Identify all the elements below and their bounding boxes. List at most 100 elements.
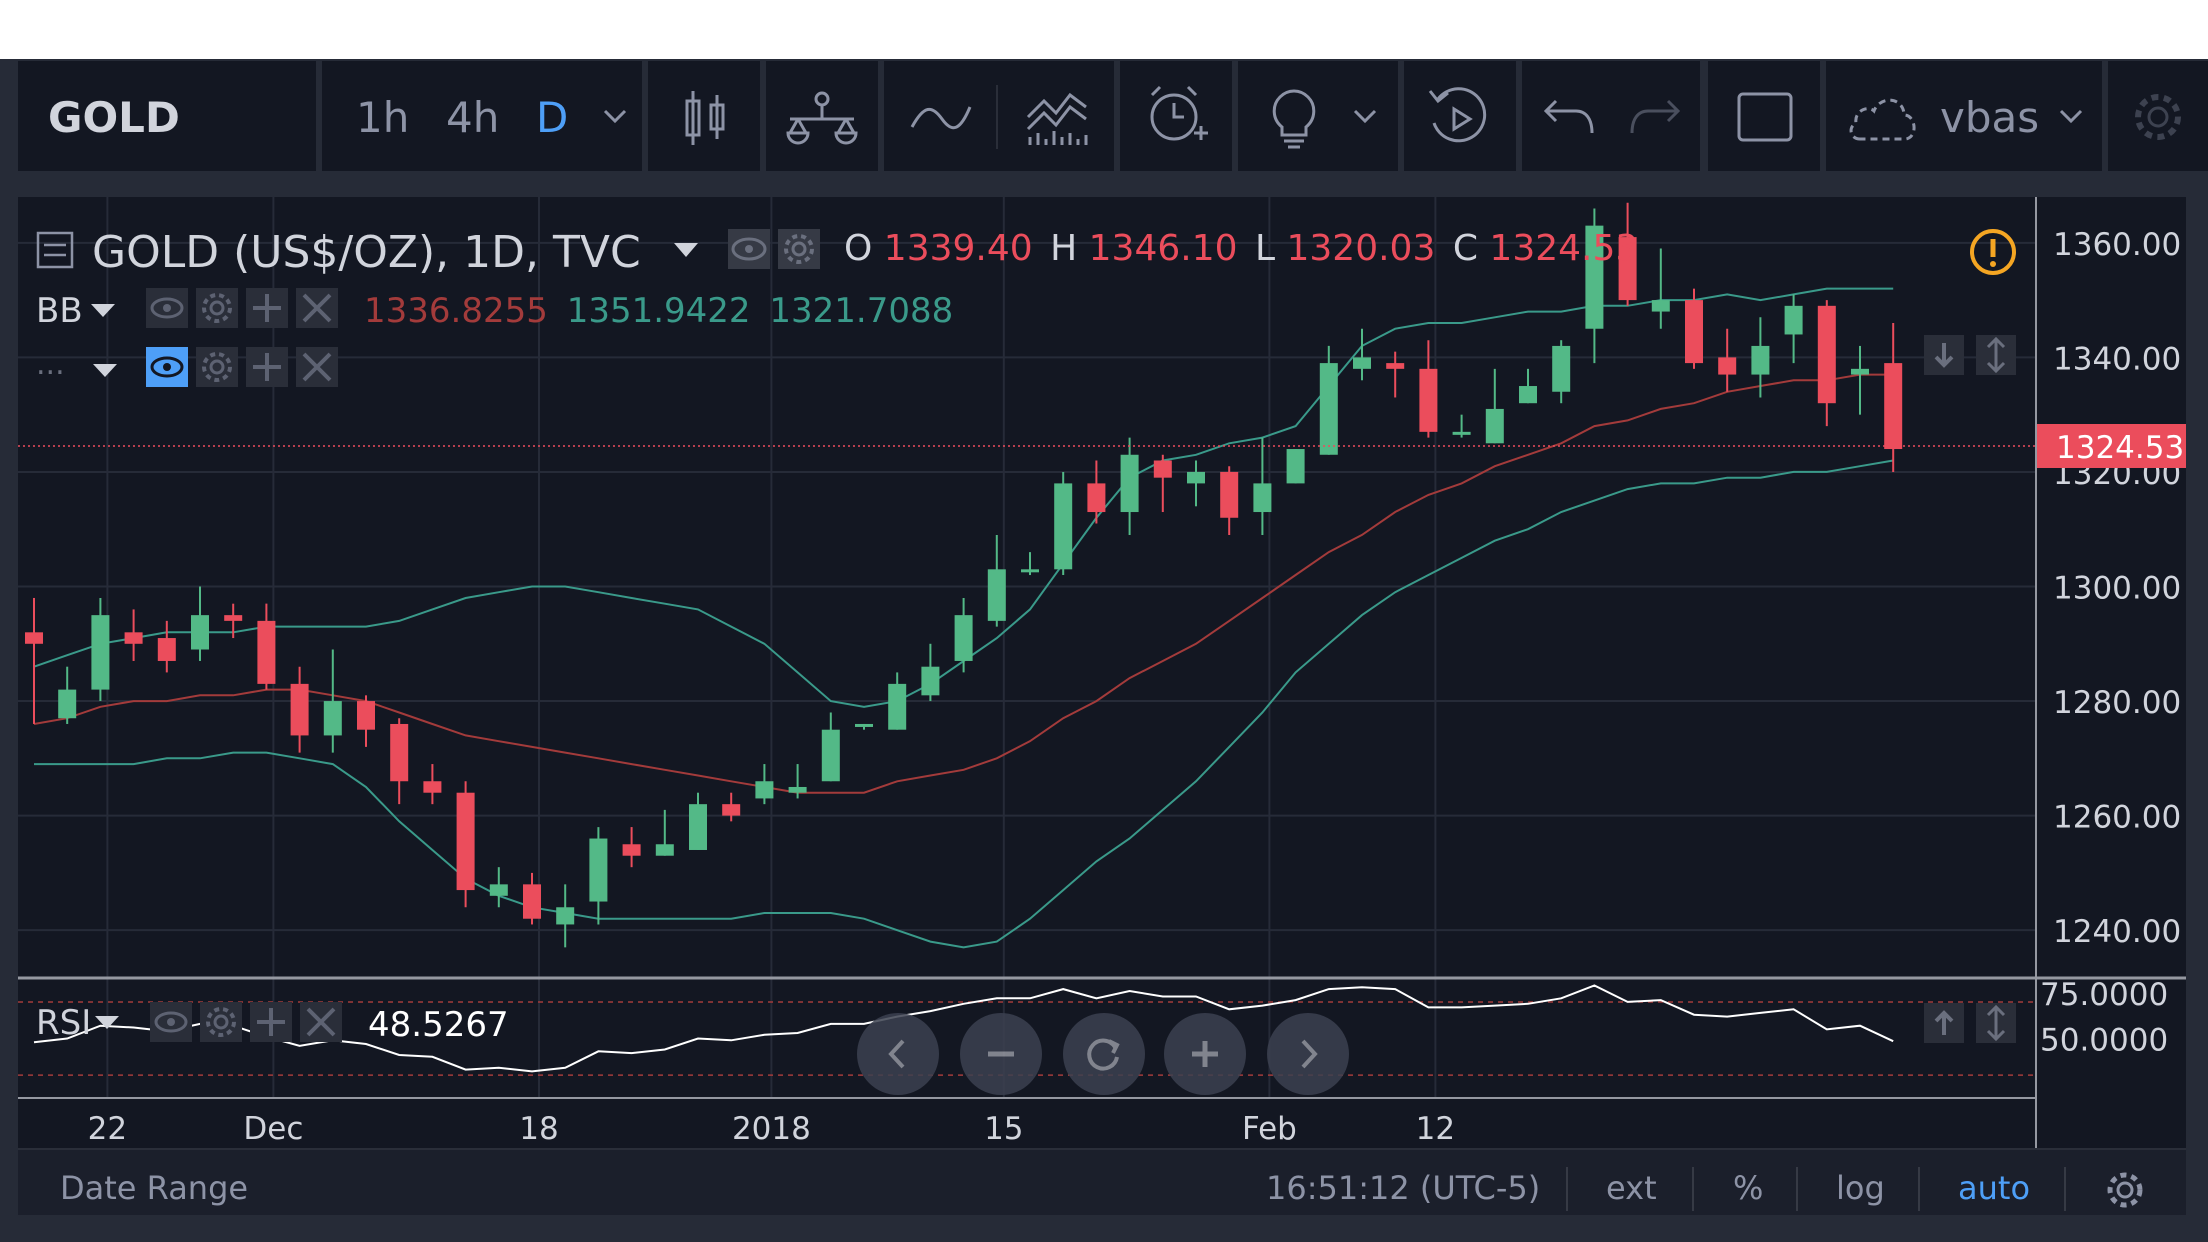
ideas-button[interactable] [1238, 61, 1398, 171]
interval-d-button[interactable]: D [536, 93, 569, 142]
collapse-icon[interactable] [36, 231, 76, 271]
series-settings[interactable] [778, 229, 820, 269]
rsi-value: 48.5267 [368, 1005, 509, 1045]
more-dots[interactable]: ... [36, 347, 65, 382]
arrow-up-icon [1934, 1010, 1954, 1035]
redo-icon[interactable] [1628, 97, 1682, 137]
interval-4h-button[interactable]: 4h [446, 93, 500, 142]
templates-icon[interactable] [1026, 87, 1088, 149]
bb-more[interactable] [246, 288, 288, 328]
rsi-label[interactable]: RSI [36, 1003, 92, 1043]
price-tick-label: 1340.00 [2053, 341, 2181, 377]
replay-button[interactable] [1404, 61, 1516, 171]
chevron-left-icon [888, 1039, 905, 1069]
chevron-down-icon[interactable] [1352, 106, 1378, 126]
candle-body [855, 723, 873, 727]
refresh-icon [1087, 1038, 1120, 1071]
chevron-right-icon [1301, 1039, 1318, 1069]
bb-middle-value: 1336.8255 [364, 291, 548, 331]
bb-settings[interactable] [196, 288, 238, 328]
auto-toggle[interactable]: auto [1958, 1169, 2031, 1207]
settings-button[interactable] [2108, 61, 2208, 171]
chart-type-button[interactable] [648, 61, 760, 171]
candle-body [1087, 483, 1106, 513]
percent-toggle[interactable]: % [1733, 1169, 1764, 1207]
scroll-left-button[interactable] [857, 1013, 939, 1095]
bb-label[interactable]: BB [36, 291, 83, 331]
candle-body [556, 907, 575, 925]
time-tick-label: 18 [519, 1111, 558, 1147]
maximize-pane-button[interactable] [1976, 335, 2016, 375]
rsi-remove[interactable] [300, 1002, 342, 1042]
symbol-search[interactable]: GOLD [18, 61, 316, 171]
scroll-right-button[interactable] [1267, 1013, 1349, 1095]
candle-body [722, 804, 741, 816]
time-tick-label: 12 [1416, 1111, 1455, 1147]
rsi-visibility-toggle[interactable] [150, 1002, 192, 1042]
zoom-out-button[interactable] [960, 1013, 1042, 1095]
clock-time: 16:51:12 (UTC-5) [1266, 1169, 1540, 1207]
series-title[interactable]: GOLD (US$/OZ), 1D, TVC [92, 227, 641, 278]
rsi-more[interactable] [250, 1002, 292, 1042]
hidden-settings[interactable] [196, 347, 238, 387]
candle-body [1054, 483, 1073, 570]
chevron-down-icon[interactable] [672, 239, 700, 263]
candle-body [954, 615, 973, 661]
chevron-down-icon[interactable] [90, 301, 116, 321]
compare-button[interactable] [766, 61, 878, 171]
chart-canvas[interactable]: 1360.001340.001320.001300.001280.001260.… [0, 59, 2208, 1242]
ext-toggle[interactable]: ext [1606, 1169, 1657, 1207]
gear-icon[interactable] [2104, 1169, 2146, 1211]
eye-icon [731, 237, 767, 261]
bb-lower-line [34, 459, 1894, 949]
chevron-down-icon[interactable] [602, 106, 628, 126]
status-divider [1692, 1167, 1694, 1211]
candle-body [1817, 305, 1836, 404]
candle-body [1651, 300, 1670, 312]
scroll-down-button[interactable] [1924, 335, 1964, 375]
chevron-down-icon[interactable] [2058, 106, 2084, 126]
plus-icon [1192, 1041, 1218, 1067]
status-divider [2064, 1167, 2066, 1211]
interval-1h-button[interactable]: 1h [356, 93, 410, 142]
alert-button[interactable] [1120, 61, 1232, 171]
gear-icon [784, 234, 814, 264]
candle-body [191, 615, 209, 650]
candle-body [1784, 305, 1803, 335]
undo-icon[interactable] [1542, 97, 1596, 137]
bb-remove[interactable] [296, 288, 338, 328]
candle-body [357, 701, 375, 730]
layout-button[interactable]: vbas [1826, 61, 2102, 171]
date-range-button[interactable]: Date Range [60, 1169, 249, 1207]
indicators-icon[interactable] [910, 97, 972, 137]
hidden-visibility-toggle[interactable] [146, 347, 188, 387]
chevron-down-icon[interactable] [92, 361, 118, 381]
status-divider [1918, 1167, 1920, 1211]
candle-body [1253, 483, 1272, 513]
candle-body [157, 638, 176, 661]
arrow-down-icon [1934, 343, 1954, 368]
candle-body [1618, 237, 1637, 301]
candle-body [1120, 454, 1139, 513]
close-icon [302, 352, 332, 382]
hidden-remove[interactable] [296, 347, 338, 387]
price-tick-label: 1360.00 [2053, 227, 2181, 263]
bb-visibility-toggle[interactable] [146, 288, 188, 328]
zoom-in-button[interactable] [1164, 1013, 1246, 1095]
reset-button[interactable] [1063, 1013, 1145, 1095]
visibility-toggle[interactable] [728, 229, 770, 269]
warning-icon[interactable] [1968, 227, 2018, 277]
candle-body [1286, 449, 1305, 484]
rsi-settings[interactable] [200, 1002, 242, 1042]
candle-body [1353, 357, 1371, 369]
candle-body [589, 838, 608, 902]
candle-body [788, 786, 807, 793]
rsi-maximize-button[interactable] [1976, 1003, 2016, 1043]
log-toggle[interactable]: log [1836, 1169, 1885, 1207]
chevron-down-icon[interactable] [94, 1013, 120, 1033]
eye-icon [150, 356, 184, 378]
fullscreen-button[interactable] [1708, 61, 1820, 171]
rsi-scroll-up-button[interactable] [1924, 1003, 1964, 1043]
hidden-more[interactable] [246, 347, 288, 387]
candle-body [1685, 300, 1703, 364]
